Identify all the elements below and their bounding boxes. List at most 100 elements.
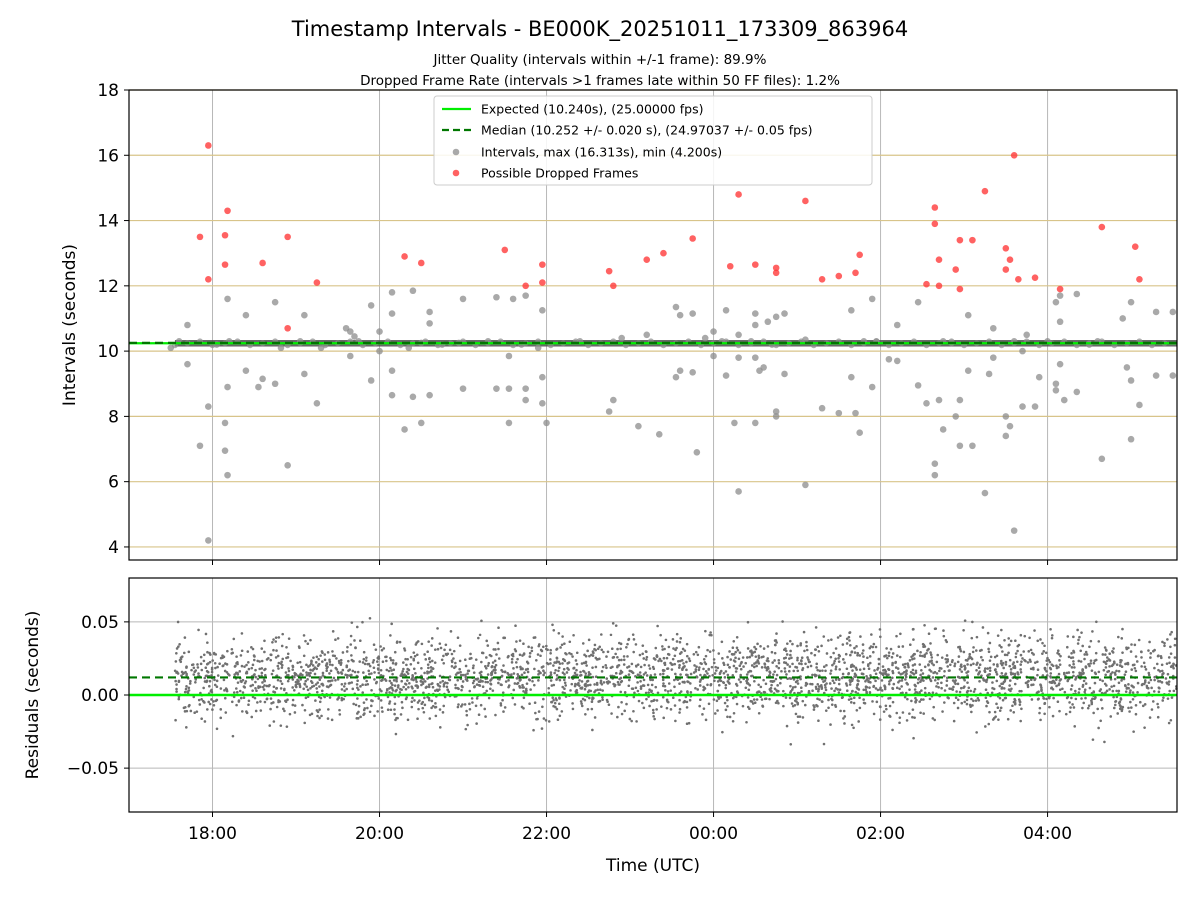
residual-point	[820, 683, 823, 687]
residual-point	[235, 687, 238, 690]
residual-point	[887, 654, 891, 658]
interval-point	[426, 308, 433, 316]
residual-point	[1011, 704, 1014, 708]
residual-point	[807, 658, 810, 661]
residual-point	[550, 684, 554, 687]
residual-point	[373, 714, 376, 718]
residual-point	[728, 715, 732, 719]
residual-point	[759, 685, 763, 689]
residual-point	[694, 650, 698, 654]
residual-point	[673, 704, 677, 707]
residual-point	[270, 672, 274, 676]
residual-point	[900, 685, 903, 688]
residual-point	[805, 648, 809, 652]
residual-point	[256, 677, 260, 681]
residual-point	[996, 634, 1000, 637]
residual-point	[540, 666, 544, 669]
residual-point	[662, 656, 666, 660]
residual-point	[635, 665, 638, 668]
residual-point	[874, 687, 878, 690]
residual-point	[885, 707, 888, 711]
residual-point	[836, 636, 840, 639]
residual-point	[1134, 669, 1138, 673]
residual-point	[559, 646, 562, 649]
residual-point	[777, 689, 780, 693]
residual-point	[721, 657, 724, 660]
residual-point	[916, 681, 920, 685]
residual-point	[852, 726, 855, 730]
residual-point	[932, 663, 935, 667]
residual-point	[807, 660, 811, 664]
residual-point	[1001, 650, 1004, 653]
residual-point	[464, 677, 468, 681]
residual-point	[1061, 687, 1064, 691]
residual-point	[414, 684, 418, 687]
residual-point	[681, 667, 684, 670]
interval-point	[271, 380, 279, 388]
residual-point	[471, 666, 475, 670]
residual-point	[685, 642, 689, 646]
residual-point	[723, 701, 727, 705]
residual-point	[725, 695, 729, 699]
residual-point	[944, 657, 948, 661]
residual-point	[584, 684, 588, 688]
residual-point	[254, 668, 257, 672]
residual-point	[618, 677, 621, 681]
residual-point	[673, 662, 677, 666]
residual-point	[542, 673, 545, 677]
residual-point	[224, 711, 228, 714]
residual-point	[702, 667, 705, 671]
residual-point	[1036, 673, 1039, 677]
residual-point	[866, 656, 869, 660]
residual-point	[679, 637, 683, 640]
interval-point	[317, 344, 325, 352]
residual-point	[388, 702, 391, 705]
residual-point	[969, 705, 972, 708]
residual-point	[735, 635, 739, 639]
residual-point	[490, 673, 493, 677]
residual-point	[592, 696, 595, 700]
interval-point	[346, 328, 354, 335]
residual-point	[566, 666, 569, 670]
interval-point	[313, 400, 321, 407]
residual-point	[849, 643, 852, 647]
residual-point	[203, 720, 207, 723]
residual-point	[1141, 704, 1145, 708]
residual-point	[724, 686, 728, 690]
residual-point	[583, 687, 587, 691]
residual-point	[235, 655, 238, 658]
residual-point	[933, 627, 937, 631]
residual-point	[895, 711, 899, 715]
legend-dropped-label: Possible Dropped Frames	[481, 166, 638, 181]
residual-point	[636, 689, 640, 693]
residual-point	[662, 682, 665, 685]
residual-point	[1076, 628, 1079, 632]
residual-point	[940, 681, 943, 685]
interval-point	[722, 372, 730, 379]
residual-point	[1009, 668, 1013, 671]
residual-point	[852, 701, 856, 705]
residual-point	[340, 682, 344, 686]
residual-point	[365, 698, 368, 701]
intervals-axes-frame	[128, 89, 1178, 561]
residual-point	[776, 684, 779, 687]
residual-point	[387, 669, 391, 673]
residual-point	[1133, 643, 1137, 647]
residual-point	[913, 652, 916, 656]
dropped-frame-point	[417, 259, 425, 267]
residual-point	[242, 685, 246, 688]
residual-point	[321, 651, 324, 655]
residual-point	[1137, 638, 1141, 642]
residual-point	[530, 649, 534, 653]
residual-point	[848, 679, 852, 682]
residual-point	[919, 650, 922, 654]
interval-point	[605, 408, 613, 415]
residual-point	[862, 688, 866, 692]
residual-point	[535, 717, 538, 721]
residual-point	[864, 688, 868, 692]
residual-point	[1047, 696, 1051, 700]
residual-point	[963, 678, 966, 682]
residual-point	[428, 660, 432, 664]
residual-point	[1161, 640, 1164, 644]
residual-point	[238, 670, 242, 673]
